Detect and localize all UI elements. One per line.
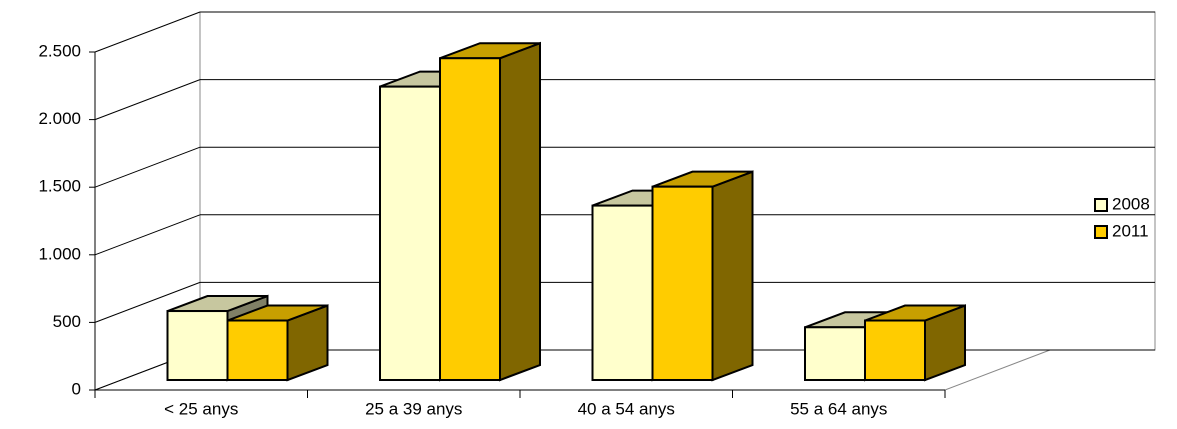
- bar-front: [864, 319, 926, 381]
- x-tick-label: < 25 anys: [164, 399, 238, 418]
- y-tick-label: 1.500: [38, 177, 81, 196]
- x-tick-label: 55 a 64 anys: [790, 399, 887, 418]
- legend-label: 2011: [1112, 221, 1149, 240]
- side-grid-line: [94, 146, 201, 188]
- bar-front: [166, 310, 229, 382]
- y-tick-label: 2.500: [38, 41, 81, 60]
- legend-label: 2008: [1112, 194, 1150, 213]
- side-grid-line: [94, 11, 201, 53]
- bar-side: [499, 41, 541, 382]
- x-tick-label: 25 a 39 anys: [365, 399, 462, 418]
- side-grid-line: [94, 281, 201, 323]
- bar: [226, 304, 329, 382]
- bar-front: [804, 326, 866, 382]
- y-tick-label: 2.000: [38, 109, 81, 128]
- bar-side: [711, 170, 754, 382]
- legend-swatch: [1094, 198, 1108, 212]
- legend-swatch: [1094, 225, 1108, 239]
- bar-front: [226, 319, 289, 381]
- bar-front: [591, 204, 654, 381]
- bar: [439, 41, 541, 382]
- y-tick-label: 0: [72, 379, 81, 398]
- bar-front: [651, 185, 714, 381]
- side-grid-line: [94, 214, 201, 256]
- y-tick-label: 500: [53, 312, 81, 331]
- x-tick-label: 40 a 54 anys: [578, 399, 675, 418]
- bar: [651, 170, 754, 382]
- side-grid-line: [94, 79, 201, 121]
- bar: [864, 304, 966, 382]
- bar-front: [439, 57, 501, 381]
- bar-front: [379, 85, 441, 381]
- y-tick-label: 1.000: [38, 244, 81, 263]
